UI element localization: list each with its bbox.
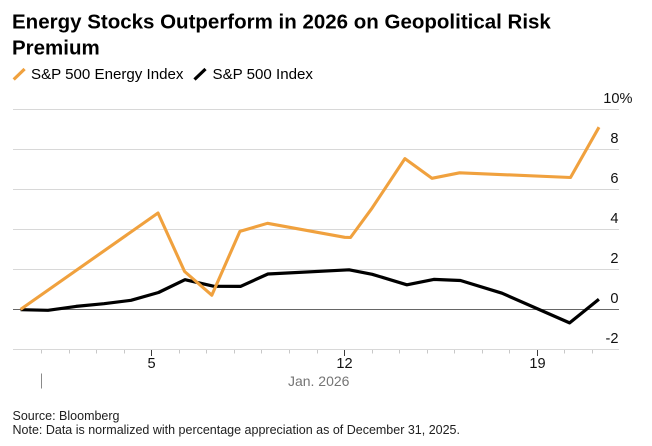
- svg-text:10%: 10%: [603, 91, 632, 107]
- svg-text:Jan. 2026: Jan. 2026: [288, 373, 350, 389]
- svg-text:2: 2: [610, 251, 618, 267]
- svg-text:Source: Bloomberg: Source: Bloomberg: [13, 409, 120, 423]
- svg-text:12: 12: [336, 356, 352, 372]
- svg-text:0: 0: [610, 291, 618, 307]
- svg-text:19: 19: [529, 356, 545, 372]
- svg-text:8: 8: [610, 131, 618, 147]
- svg-text:-2: -2: [606, 331, 619, 347]
- svg-text:S&P 500 Index: S&P 500 Index: [213, 66, 314, 83]
- svg-text:S&P 500 Energy Index: S&P 500 Energy Index: [31, 66, 184, 83]
- svg-text:Premium: Premium: [12, 37, 100, 60]
- svg-text:Energy Stocks Outperform in 20: Energy Stocks Outperform in 2026 on Geop…: [12, 11, 551, 34]
- svg-text:4: 4: [610, 211, 618, 227]
- svg-text:6: 6: [610, 171, 618, 187]
- svg-text:5: 5: [147, 356, 155, 372]
- svg-text:Note: Data is normalized with: Note: Data is normalized with percentage…: [13, 423, 460, 437]
